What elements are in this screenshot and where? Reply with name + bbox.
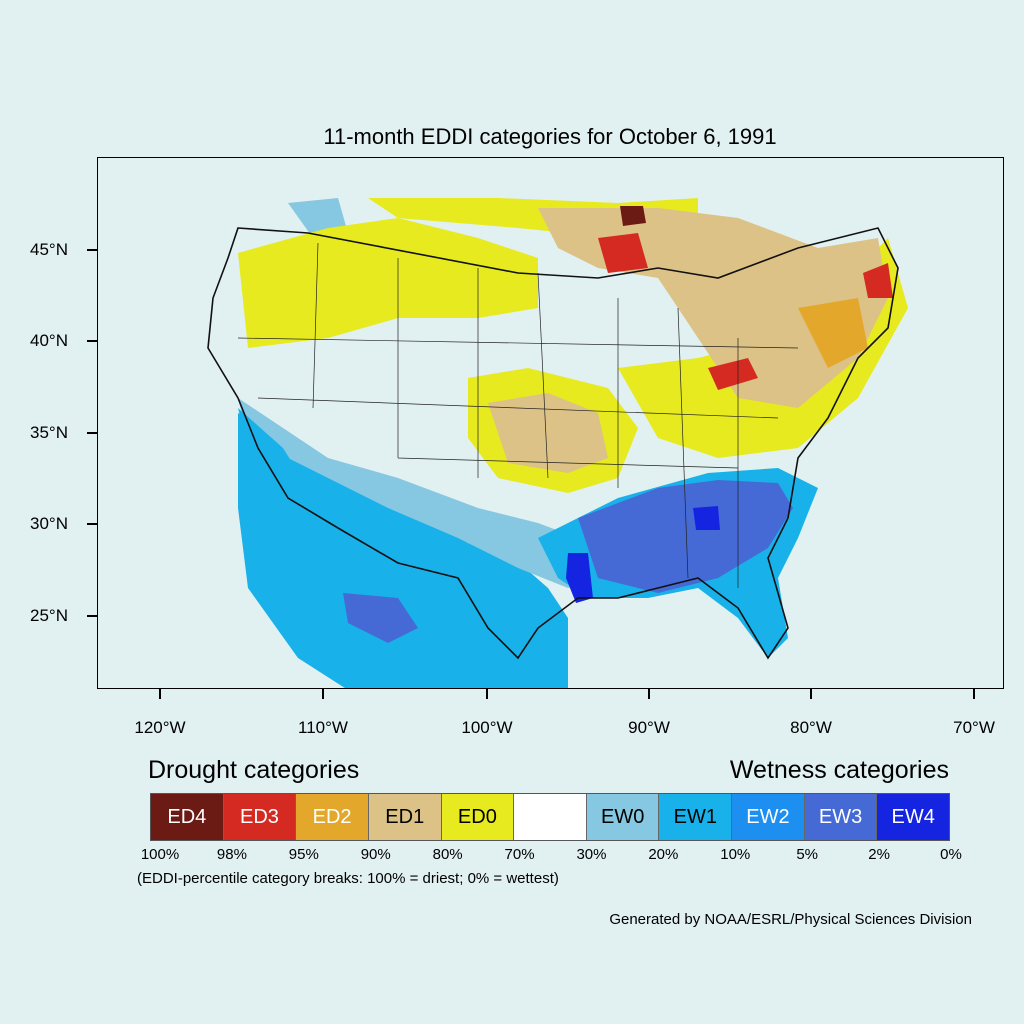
lat-label-25: 25°N [30, 606, 68, 625]
lon-tick [322, 689, 324, 699]
legend-note: (EDDI-percentile category breaks: 100% =… [137, 870, 559, 887]
legend-color-bar: ED4 ED3 ED2 ED1 ED0 EW0 EW1 EW2 EW3 EW4 [150, 793, 950, 841]
region-ed2-northeast [798, 298, 868, 368]
lon-tick [973, 689, 975, 699]
us-outline [207, 227, 899, 660]
percent-label: 0% [940, 846, 962, 863]
percent-label: 90% [360, 846, 391, 863]
lon-label-120: 120°W [134, 718, 186, 737]
region-ew0-southwest [238, 398, 608, 588]
state-lines [237, 242, 799, 588]
region-ew1-southwest [238, 413, 568, 688]
region-ed3-lakeerie [708, 358, 758, 390]
lon-label-110: 110°W [298, 718, 348, 737]
lon-tick [648, 689, 650, 699]
percent-label: 98% [216, 846, 247, 863]
lat-tick [87, 432, 97, 434]
lon-label-80: 80°W [790, 718, 832, 737]
percent-label: 20% [648, 846, 679, 863]
region-ew3-southeast [578, 480, 793, 593]
eddi-map [207, 198, 908, 688]
drought-heading: Drought categories [148, 756, 360, 784]
lon-label-70: 70°W [953, 718, 995, 737]
legend-cell: ED3 [223, 794, 297, 840]
region-ew4-alabama [693, 506, 720, 530]
lat-label-30: 30°N [30, 514, 68, 533]
lat-tick [87, 523, 97, 525]
region-ed3-newengland [863, 263, 893, 298]
legend-cell: EW3 [804, 794, 878, 840]
percent-label: 10% [720, 846, 751, 863]
region-ed3-ontario [598, 233, 648, 273]
legend-cell: EW4 [877, 794, 950, 840]
legend-cell: EW2 [732, 794, 805, 840]
map-frame [97, 157, 1004, 689]
lat-tick [87, 249, 97, 251]
lat-label-45: 45°N [30, 240, 68, 259]
region-ed4-ontario [620, 206, 646, 226]
region-ed0-north [238, 218, 538, 348]
lat-tick [87, 615, 97, 617]
lon-tick [159, 689, 161, 699]
legend-cell: EW0 [586, 794, 660, 840]
percent-label: 80% [432, 846, 463, 863]
lon-tick [810, 689, 812, 699]
region-ew4-louisiana [566, 553, 593, 603]
percent-label: 30% [576, 846, 607, 863]
percent-label: 70% [504, 846, 535, 863]
legend-cell: ED1 [368, 794, 442, 840]
lon-label-100: 100°W [461, 718, 513, 737]
legend-cell: ED0 [441, 794, 515, 840]
region-ed1-plains [488, 393, 608, 473]
lat-label-40: 40°N [30, 331, 68, 350]
percent-label: 100% [140, 846, 180, 863]
legend-cell: EW1 [659, 794, 733, 840]
region-ew1-california [238, 408, 328, 518]
legend-cell: ED2 [296, 794, 369, 840]
wetness-heading: Wetness categories [729, 756, 949, 784]
legend-cell [514, 794, 587, 840]
lat-tick [87, 340, 97, 342]
credit-text: Generated by NOAA/ESRL/Physical Sciences… [609, 911, 972, 928]
percent-label: 95% [288, 846, 319, 863]
lon-label-90: 90°W [628, 718, 670, 737]
percent-label: 2% [868, 846, 890, 863]
region-ew3-mexico [343, 593, 418, 643]
lon-tick [486, 689, 488, 699]
map-title: 11-month EDDI categories for October 6, … [323, 124, 777, 149]
percent-label: 5% [796, 846, 819, 863]
legend-cell: ED4 [151, 794, 224, 840]
lat-label-35: 35°N [30, 423, 68, 442]
